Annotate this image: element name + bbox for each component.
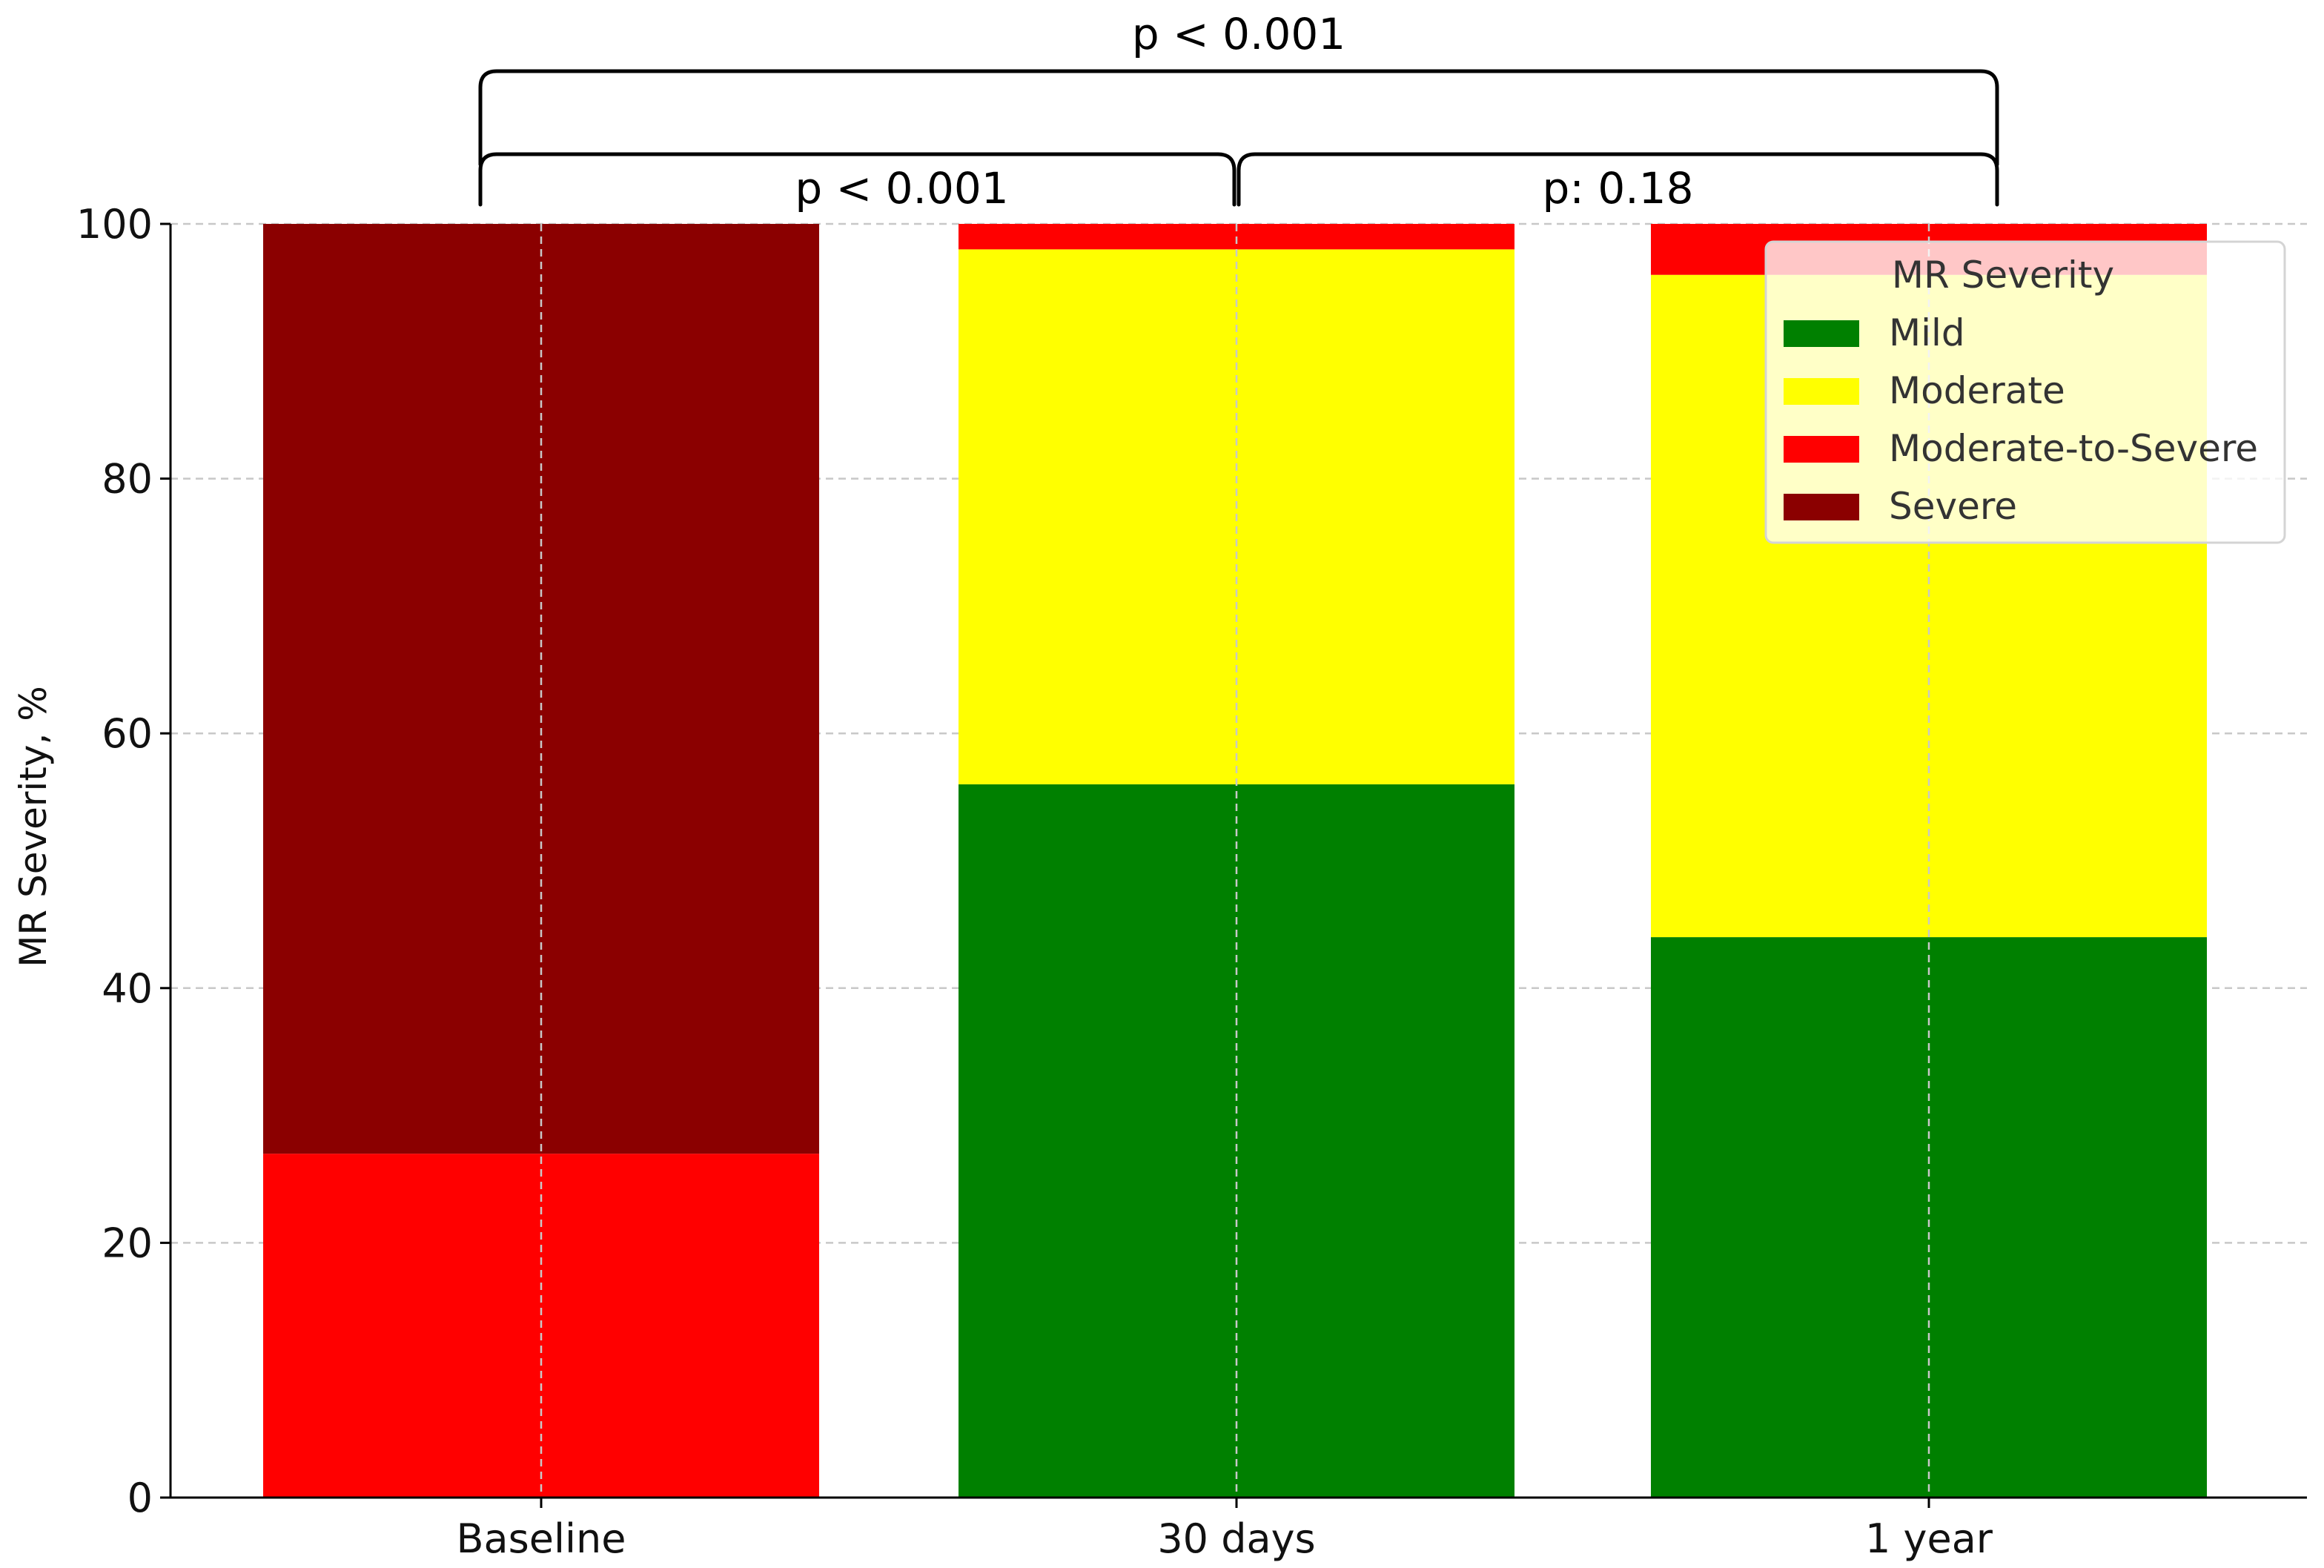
legend-swatch-mild: [1784, 320, 1859, 347]
y-tick-label: 0: [128, 1475, 153, 1521]
legend: MR Severity Mild Moderate Moderate-to-Sever…: [1764, 240, 2286, 544]
significance-bracket-2: [1237, 152, 1999, 207]
y-tick-label: 60: [102, 710, 153, 757]
x-tick-label: 30 days: [1157, 1515, 1315, 1562]
legend-swatch-moderate-to-severe: [1784, 436, 1859, 463]
y-tick-label: 80: [102, 456, 153, 503]
legend-label: Moderate: [1889, 369, 2065, 412]
significance-bracket-0: [478, 69, 1999, 167]
x-tick-label: Baseline: [457, 1515, 626, 1562]
y-tick-label: 100: [76, 201, 153, 248]
legend-swatch-moderate: [1784, 378, 1859, 405]
y-axis-title: MR Severity, %: [12, 686, 55, 967]
y-tick-label: 20: [102, 1220, 153, 1266]
p-value-label: p < 0.001: [1132, 9, 1345, 59]
vertical-grid: [540, 224, 1930, 1498]
significance-brackets: p < 0.001 p < 0.001 p: 0.18: [478, 9, 1999, 214]
legend-label: Moderate-to-Severe: [1889, 427, 2258, 470]
legend-title: MR Severity: [1892, 254, 2114, 297]
significance-bracket-1: [478, 152, 1237, 207]
legend-box: [1764, 240, 2286, 544]
legend-label: Mild: [1889, 311, 1965, 354]
bar-30-days-mild: [959, 784, 1514, 1498]
legend-swatch-severe: [1784, 494, 1859, 520]
y-tick-label: 40: [102, 965, 153, 1012]
axes: 0 20 40 60 80 100 Baseline 30 days 1 year: [76, 201, 2307, 1562]
legend-label: Severe: [1889, 485, 2017, 528]
p-value-label: p < 0.001: [795, 163, 1008, 214]
x-tick-label: 1 year: [1865, 1515, 1993, 1562]
p-value-label: p: 0.18: [1543, 163, 1694, 214]
